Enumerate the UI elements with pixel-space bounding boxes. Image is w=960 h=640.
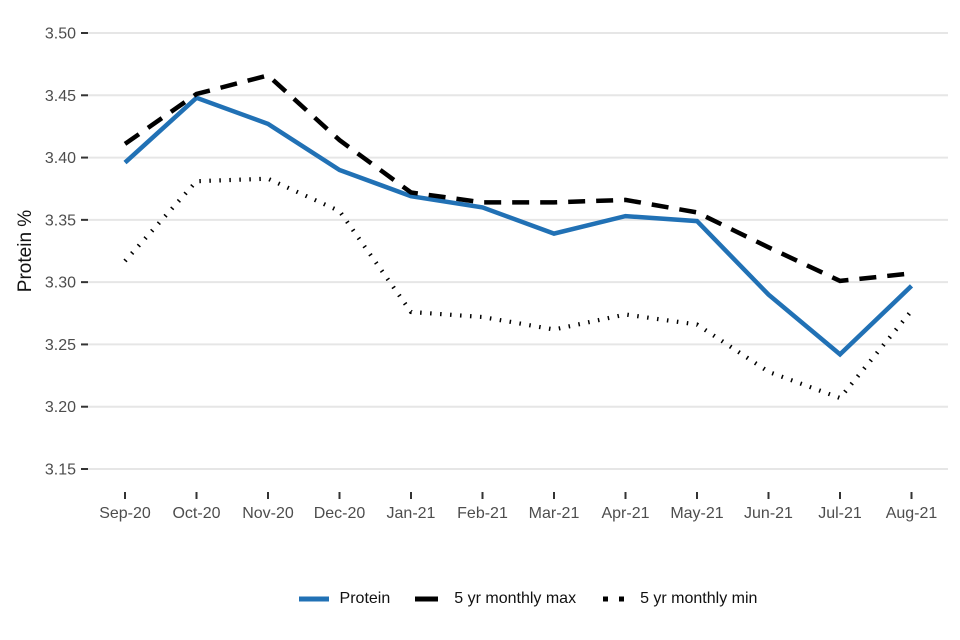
series-line-5-yr-monthly-max — [123, 72, 912, 284]
y-axis: 3.50 3.45 3.40 3.35 3.30 3.25 3.20 3.15 — [45, 26, 88, 479]
x-tick-label: Jul-21 — [818, 505, 862, 522]
y-tick-label: 3.40 — [45, 150, 76, 167]
x-tick-label: Mar-21 — [529, 505, 580, 522]
legend-label-protein: Protein — [339, 590, 391, 607]
x-tick-label: May-21 — [670, 505, 723, 522]
min-dot-swatch-icon — [598, 590, 630, 608]
max-dash-swatch-icon — [412, 590, 444, 608]
legend-item-protein: Protein — [298, 590, 391, 608]
x-tick-label: Jun-21 — [744, 505, 793, 522]
x-axis: Sep-20 Oct-20 Nov-20 Dec-20 Jan-21 Feb-21 Mar-… — [99, 492, 937, 522]
y-axis-title: Protein % — [15, 209, 36, 293]
x-tick-label: Sep-20 — [99, 505, 151, 522]
y-tick-label: 3.45 — [45, 88, 76, 105]
series-line-5-yr-monthly-min — [123, 176, 914, 401]
x-tick-label: Dec-20 — [314, 505, 366, 522]
legend-item-min: 5 yr monthly min — [598, 590, 757, 608]
y-tick-label: 3.50 — [45, 26, 76, 43]
gridlines — [88, 32, 948, 470]
y-tick-label: 3.35 — [45, 212, 76, 229]
y-tick-label: 3.30 — [45, 275, 76, 292]
legend: Protein 5 yr monthly max 5 yr monthly mi… — [95, 584, 960, 614]
legend-item-max: 5 yr monthly max — [412, 590, 576, 608]
x-tick-label: Aug-21 — [886, 505, 938, 522]
y-tick-label: 3.15 — [45, 462, 76, 479]
legend-label-max: 5 yr monthly max — [454, 590, 577, 607]
series-line-protein — [123, 95, 914, 358]
x-tick-label: Jan-21 — [387, 505, 436, 522]
x-tick-label: Nov-20 — [242, 505, 294, 522]
y-tick-label: 3.25 — [45, 337, 76, 354]
x-tick-label: Oct-20 — [172, 505, 220, 522]
x-tick-label: Apr-21 — [601, 505, 649, 522]
plot-area: 3.50 3.45 3.40 3.35 3.30 3.25 3.20 3.15 Sep-20 Oc… — [45, 26, 948, 522]
x-tick-label: Feb-21 — [457, 505, 508, 522]
protein-line-swatch-icon — [298, 590, 330, 608]
legend-label-min: 5 yr monthly min — [640, 590, 758, 607]
y-tick-label: 3.20 — [45, 399, 76, 416]
